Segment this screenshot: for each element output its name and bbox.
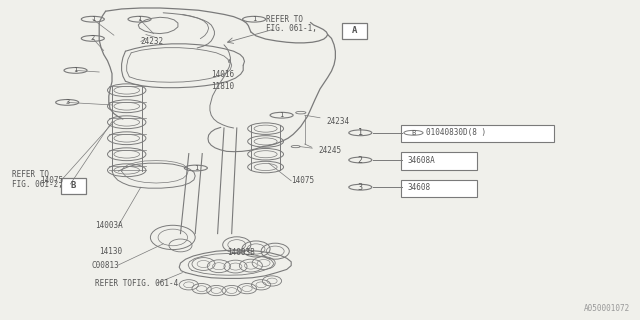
Text: 14016: 14016: [211, 70, 234, 79]
Text: 14075: 14075: [291, 176, 314, 185]
Text: 24232: 24232: [141, 37, 164, 46]
Text: REFER TOFIG. 061-4: REFER TOFIG. 061-4: [95, 279, 178, 288]
Text: 01040830D(8 ): 01040830D(8 ): [426, 128, 486, 137]
Text: 3: 3: [358, 183, 363, 192]
Text: 3: 3: [65, 100, 69, 105]
FancyBboxPatch shape: [401, 125, 554, 142]
Text: 1: 1: [74, 68, 77, 73]
Text: 34608: 34608: [407, 183, 430, 192]
Text: 14130: 14130: [99, 247, 122, 256]
Text: 11810: 11810: [211, 82, 234, 91]
Text: 1: 1: [91, 16, 95, 22]
Text: 1: 1: [358, 128, 363, 137]
Text: C00813: C00813: [92, 261, 119, 270]
Text: A: A: [352, 26, 357, 35]
Text: A050001072: A050001072: [584, 304, 630, 313]
Text: REFER TO: REFER TO: [12, 170, 49, 179]
Text: 1: 1: [252, 16, 256, 22]
Text: 1: 1: [194, 165, 198, 171]
Text: 1: 1: [280, 112, 284, 118]
Text: REFER TO: REFER TO: [266, 15, 303, 24]
Text: B: B: [71, 181, 76, 190]
Text: 14003B: 14003B: [227, 248, 255, 257]
FancyBboxPatch shape: [401, 152, 477, 170]
FancyBboxPatch shape: [342, 23, 367, 39]
Text: 14075: 14075: [40, 176, 63, 185]
Text: 1: 1: [138, 16, 141, 22]
Text: 2: 2: [91, 36, 95, 41]
Text: FIG. 061-1,: FIG. 061-1,: [266, 24, 316, 33]
Text: FIG. 061-2,: FIG. 061-2,: [12, 180, 62, 188]
FancyBboxPatch shape: [61, 178, 86, 194]
FancyBboxPatch shape: [401, 180, 477, 197]
Text: 34608A: 34608A: [407, 156, 435, 164]
Text: B: B: [412, 130, 415, 136]
Text: 24234: 24234: [326, 117, 349, 126]
Text: 2: 2: [358, 156, 363, 164]
Text: 24245: 24245: [318, 146, 341, 155]
Text: 14003A: 14003A: [95, 221, 122, 230]
